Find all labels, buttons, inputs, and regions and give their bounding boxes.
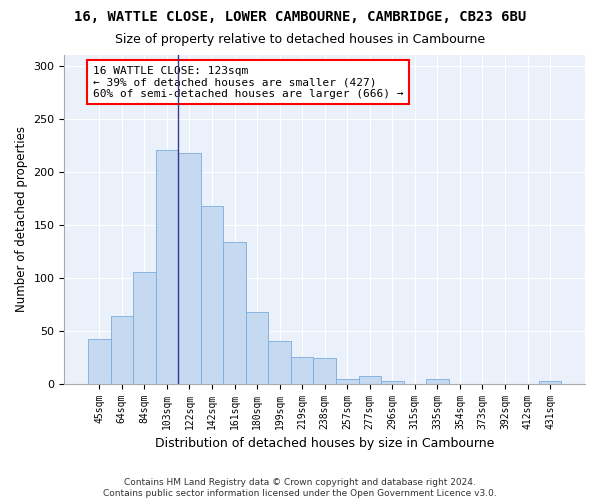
Bar	[291, 357, 313, 384]
Y-axis label: Number of detached properties: Number of detached properties	[15, 126, 28, 312]
Bar	[539, 380, 562, 384]
Text: Contains HM Land Registry data © Crown copyright and database right 2024.
Contai: Contains HM Land Registry data © Crown c…	[103, 478, 497, 498]
Bar	[110, 316, 133, 384]
Text: 16 WATTLE CLOSE: 123sqm
← 39% of detached houses are smaller (427)
60% of semi-d: 16 WATTLE CLOSE: 123sqm ← 39% of detache…	[92, 66, 403, 99]
Bar	[178, 152, 201, 384]
Bar	[426, 380, 449, 384]
X-axis label: Distribution of detached houses by size in Cambourne: Distribution of detached houses by size …	[155, 437, 494, 450]
Bar	[268, 342, 291, 384]
Bar	[336, 380, 359, 384]
Bar	[201, 206, 223, 384]
Bar	[88, 339, 110, 384]
Text: Size of property relative to detached houses in Cambourne: Size of property relative to detached ho…	[115, 32, 485, 46]
Bar	[133, 272, 155, 384]
Bar	[359, 376, 381, 384]
Bar	[313, 358, 336, 384]
Bar	[223, 242, 246, 384]
Bar	[155, 150, 178, 384]
Text: 16, WATTLE CLOSE, LOWER CAMBOURNE, CAMBRIDGE, CB23 6BU: 16, WATTLE CLOSE, LOWER CAMBOURNE, CAMBR…	[74, 10, 526, 24]
Bar	[381, 380, 404, 384]
Bar	[246, 312, 268, 384]
